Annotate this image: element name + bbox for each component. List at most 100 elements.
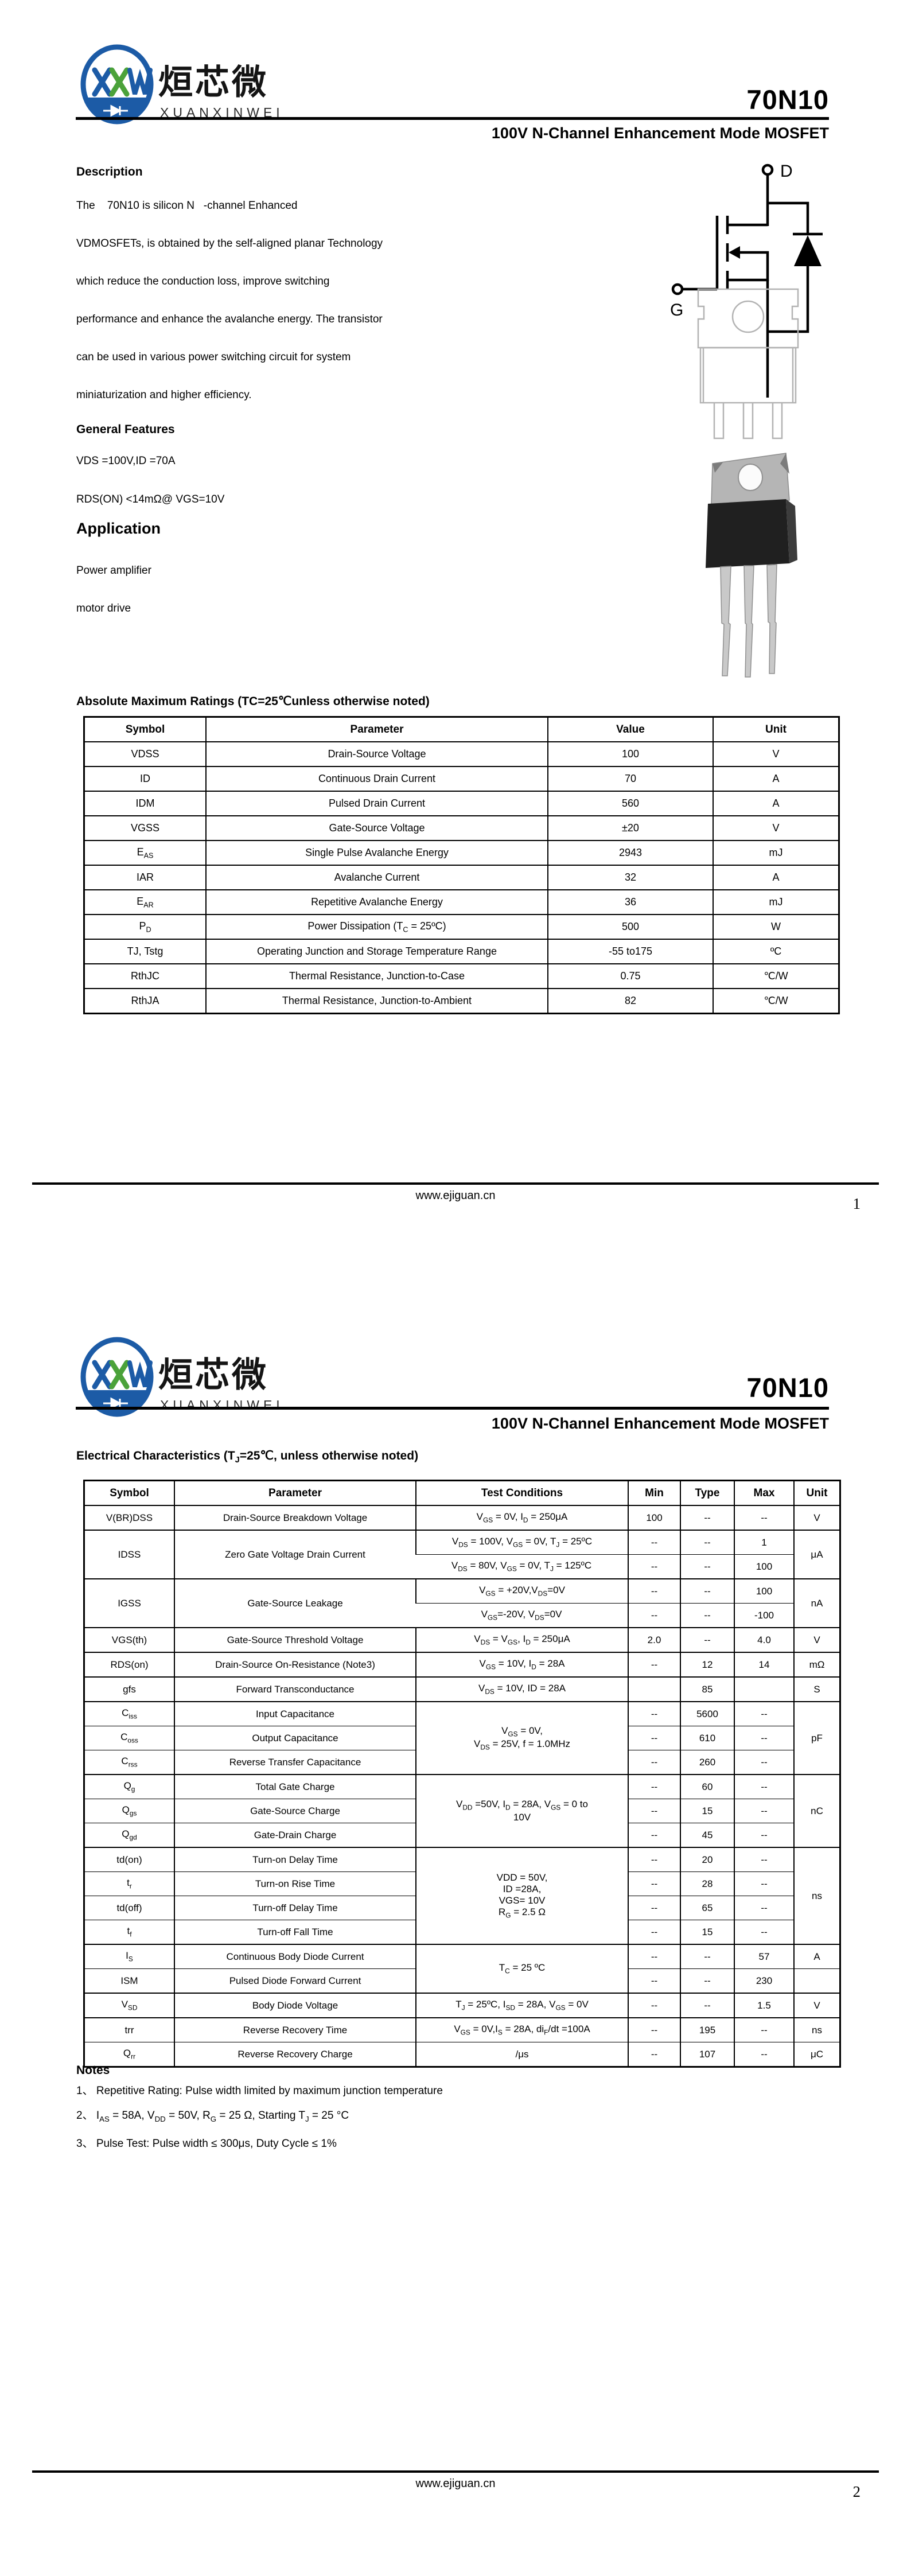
table-cell: TJ = 25ºC, ISD = 28A, VGS = 0V <box>415 1993 628 2017</box>
table-cell: Reverse Transfer Capacitance <box>174 1750 415 1774</box>
table-cell: VGSS <box>85 815 205 840</box>
text-line: 1、 Repetitive Rating: Pulse width limite… <box>76 2085 443 2097</box>
mosfet-symbol-diagram: D G <box>670 159 842 402</box>
table-cell: -- <box>734 1774 793 1799</box>
table-row: RDS(on) Drain-Source On-Resistance (Note3… <box>85 1652 839 1676</box>
table-cell: 20 <box>680 1847 734 1871</box>
table-row: td(on) Turn-on Delay Time VDD = 50V, ID =2… <box>85 1847 839 1944</box>
table-cell: 12 <box>680 1652 734 1676</box>
table-cell: V(BR)DSS <box>85 1505 174 1530</box>
table-cell: -- <box>734 1920 793 1944</box>
table-cell: Avalanche Current <box>205 865 547 889</box>
package-outline-drawing <box>694 287 803 445</box>
table-row: VGS(th) Gate-Source Threshold Voltage VDS … <box>85 1627 839 1652</box>
logo-cn-text: 烜芯微 <box>158 1356 268 1394</box>
column-header: Max <box>734 1481 793 1505</box>
table-cell: -- <box>680 1627 734 1652</box>
table-cell: ns <box>793 2017 839 2042</box>
table-cell: Qrr <box>85 2042 174 2066</box>
table-cell: -- <box>628 1578 680 1603</box>
column-header: Unit <box>713 718 838 741</box>
table-cell: mJ <box>713 840 838 865</box>
text-line: which reduce the conduction loss, improv… <box>76 275 330 287</box>
table-cell: 2943 <box>547 840 713 865</box>
table-cell: -55 to175 <box>547 939 713 963</box>
table-cell: EAS <box>85 840 205 865</box>
table-row: Crss Reverse Transfer Capacitance -- 260 -- <box>85 1750 839 1774</box>
table-cell: Qg <box>85 1774 174 1799</box>
table-cell: V <box>793 1627 839 1652</box>
table-cell: TJ, Tstg <box>85 939 205 963</box>
table-cell: IDSS <box>85 1530 174 1578</box>
column-header: Min <box>628 1481 680 1505</box>
table-cell: PD <box>85 914 205 939</box>
table-row: EAS Single Pulse Avalanche Energy 2943 mJ <box>85 840 838 865</box>
general-features-heading: General Features <box>76 423 175 436</box>
table-cell: -- <box>628 1750 680 1774</box>
table-row: tr Turn-on Rise Time -- 28 -- <box>85 1871 839 1896</box>
table-cell: -- <box>680 1968 734 1993</box>
table-cell: VDD =50V, ID = 28A, VGS = 0 to 10V <box>415 1774 628 1847</box>
table-cell: -- <box>680 1578 734 1603</box>
table-cell: W <box>713 914 838 939</box>
logo-en-text: XUANXINWEI <box>160 1398 280 1412</box>
table-cell: ℃/W <box>713 963 838 988</box>
table-cell: 1 <box>734 1530 793 1554</box>
table-row: IDSS Zero Gate Voltage Drain Current VDS =… <box>85 1530 839 1578</box>
table-cell: 36 <box>547 889 713 914</box>
table-cell: VDS = 80V, VGS = 0V, TJ = 125ºC <box>415 1554 628 1578</box>
table-cell: VDD = 50V, ID =28A, VGS= 10V RG = 2.5 Ω <box>415 1847 628 1944</box>
table-cell: Gate-Source Voltage <box>205 815 547 840</box>
gate-arrow-icon <box>729 246 740 259</box>
table-cell: mΩ <box>793 1652 839 1676</box>
table-cell: Pulsed Drain Current <box>205 791 547 815</box>
table-cell: Thermal Resistance, Junction-to-Case <box>205 963 547 988</box>
page-number: 1 <box>852 1195 861 1212</box>
table-cell: trr <box>85 2017 174 2042</box>
table-cell: 195 <box>680 2017 734 2042</box>
header-row: Symbol Parameter Test Conditions Min Type Max… <box>85 1481 839 1505</box>
description-paragraph: The 70N10 is silicon N -channel Enhanced… <box>76 187 558 414</box>
table-cell <box>734 1676 793 1701</box>
table-cell: 70 <box>547 766 713 791</box>
table-cell: -- <box>734 1871 793 1896</box>
column-header: Parameter <box>174 1481 415 1505</box>
table-cell: 500 <box>547 914 713 939</box>
table-row: td(off) Turn-off Delay Time -- 65 -- <box>85 1896 839 1920</box>
table-cell: V <box>713 815 838 840</box>
table-cell: A <box>793 1944 839 1968</box>
part-number: 70N10 <box>746 84 829 115</box>
table-cell: 14 <box>734 1652 793 1676</box>
table-cell: -- <box>628 1554 680 1578</box>
table-cell: Reverse Recovery Time <box>174 2017 415 2042</box>
table-cell: 45 <box>680 1823 734 1847</box>
page-title: 100V N-Channel Enhancement Mode MOSFET <box>491 124 829 142</box>
table-cell: ±20 <box>547 815 713 840</box>
amr-heading: Absolute Maximum Ratings (TC=25℃unless o… <box>76 695 430 708</box>
table-cell: Single Pulse Avalanche Energy <box>205 840 547 865</box>
table-row: IGSS Gate-Source Leakage VGS = +20V,VDS=0V… <box>85 1578 839 1627</box>
table-cell: Turn-on Rise Time <box>174 1871 415 1896</box>
page-2: 烜芯微 XUANXINWEI 70N10 100V N-Channel Enha… <box>0 1288 911 2576</box>
table-row: IAR Avalanche Current 32 A <box>85 865 838 889</box>
table-cell: -- <box>734 1823 793 1847</box>
column-header: Type <box>680 1481 734 1505</box>
logo-diode-icon <box>103 1397 128 1410</box>
table-cell: Gate-Drain Charge <box>174 1823 415 1847</box>
table-cell: 100 <box>547 741 713 766</box>
table-cell: 107 <box>680 2042 734 2066</box>
table-cell: IS <box>85 1944 174 1968</box>
table-cell: Forward Transconductance <box>174 1676 415 1701</box>
text-line: miniaturization and higher efficiency. <box>76 389 252 401</box>
footer-website: www.ejiguan.cn <box>415 2477 496 2490</box>
logo-diode-icon <box>103 104 128 117</box>
table-cell: IGSS <box>85 1578 174 1627</box>
text-line: motor drive <box>76 602 131 614</box>
table-cell: Output Capacitance <box>174 1726 415 1750</box>
header-rule <box>76 1407 829 1410</box>
table-row: trr Reverse Recovery Time VGS = 0V,IS = 28… <box>85 2017 839 2042</box>
table-cell: Qgd <box>85 1823 174 1847</box>
table-cell: Turn-off Delay Time <box>174 1896 415 1920</box>
table-cell: VGS = 0V, VDS = 25V, f = 1.0MHz <box>415 1701 628 1774</box>
